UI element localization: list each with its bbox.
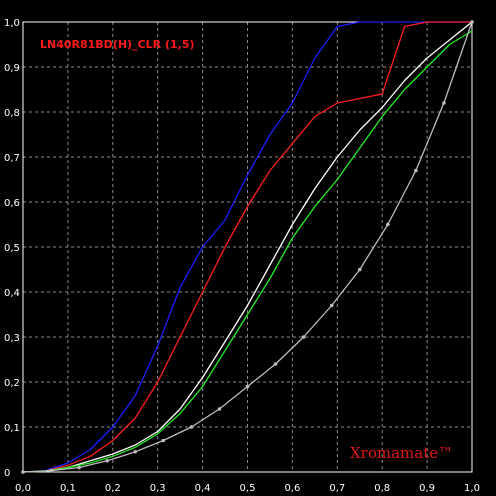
gridlines [23,22,472,472]
series-line-2 [22,21,472,473]
data-point [329,303,334,308]
y-tick-label: 0,3 [4,333,20,344]
x-tick-label: 0,1 [60,483,76,494]
series-line-4 [22,30,473,473]
x-tick-label: 0,3 [150,483,166,494]
x-tick-label: 0,2 [105,483,121,494]
data-point [470,20,474,24]
data-point [189,425,194,429]
y-tick-label: 0,8 [4,108,20,119]
y-tick-label: 0,5 [4,243,20,254]
y-tick-label: 0,6 [4,198,20,209]
brand-watermark: Xromamate™ [350,444,453,462]
x-tick-label: 0,7 [329,483,345,494]
y-tick-label: 0 [4,468,10,479]
data-point [217,407,222,411]
y-tick-label: 0,1 [4,423,20,434]
data-point [161,438,166,443]
plot-frame [22,21,473,473]
data-point [357,267,362,272]
data-point [21,470,25,474]
y-tick-label: 0,9 [4,63,20,74]
y-tick-label: 0,7 [4,153,20,164]
series-line-1 [22,21,472,473]
data-point [133,449,138,454]
x-tick-label: 0,9 [419,483,435,494]
x-tick-label: 1,0 [464,483,480,494]
x-tick-label: 0,8 [374,483,390,494]
data-point [301,335,306,339]
y-tick-label: 0,4 [4,288,20,299]
y-tick-label: 0,2 [4,378,20,389]
data-point [49,468,53,473]
chart-title: LN40R81BD(H)_CLR (1,5) [40,38,195,51]
data-point [414,168,418,173]
x-tick-label: 0,6 [284,483,300,494]
data-point [442,101,446,105]
data-point [105,458,109,463]
data-point [77,465,81,470]
data-point [273,362,278,366]
series-group [21,20,474,474]
data-point [386,222,390,227]
y-tick-labels: 0 0,1 0,2 0,3 0,4 0,5 0,6 0,7 0,8 0,9 1,0 [4,18,20,479]
x-tick-label: 0,0 [15,483,31,494]
series-line-3 [22,21,473,473]
data-point [245,384,250,389]
x-tick-label: 0,4 [195,483,211,494]
x-tick-label: 0,5 [240,483,256,494]
y-tick-label: 1,0 [4,18,20,29]
x-tick-labels: 0,0 0,1 0,2 0,3 0,4 0,5 0,6 0,7 0,8 0,9 1,0 [15,483,480,494]
